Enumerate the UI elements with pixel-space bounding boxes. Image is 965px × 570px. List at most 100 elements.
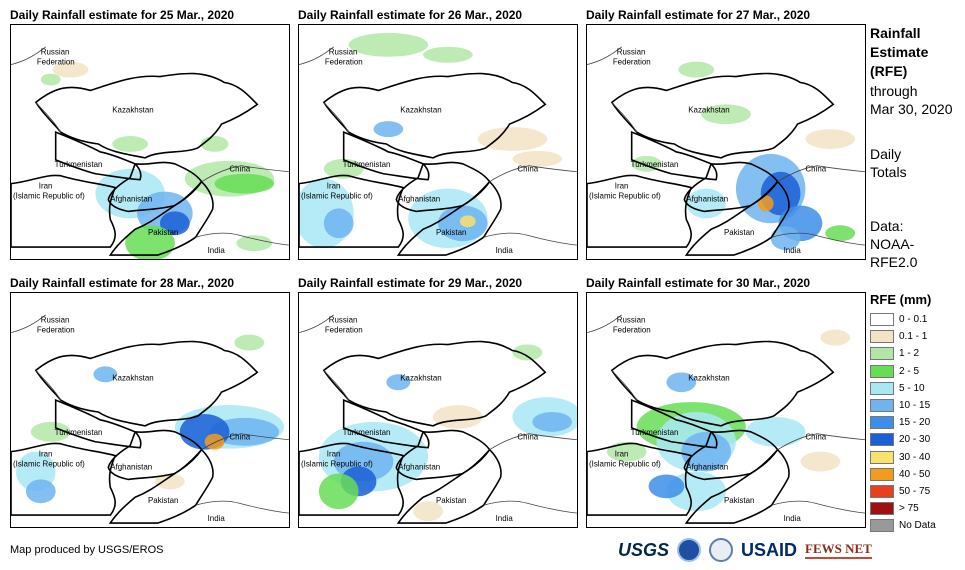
- legend-item: 10 - 15: [870, 397, 936, 414]
- country-label: Iran: [615, 450, 629, 459]
- rainfall-area: [324, 208, 354, 238]
- country-label: Pakistan: [148, 228, 178, 237]
- country-label: (Islamic Republic of): [13, 192, 85, 201]
- legend-label: > 75: [899, 503, 919, 514]
- rainfall-area: [26, 479, 56, 503]
- legend: 0 - 0.1 0.1 - 11 - 22 - 55 - 10 10 - 15 15 …: [870, 311, 936, 534]
- country-border: [484, 233, 577, 245]
- rainfall-area: [512, 345, 542, 361]
- panel-title: Daily Rainfall estimate for 30 Mar., 202…: [586, 276, 810, 290]
- rainfall-area: [41, 74, 61, 86]
- country-label: Federation: [325, 58, 363, 67]
- legend-swatch: [870, 468, 894, 481]
- legend-label: 10 - 15: [899, 400, 930, 411]
- country-label: (Islamic Republic of): [301, 192, 373, 201]
- rainfall-map: Russian Federation Kazakhstan Turkmenistan C…: [10, 24, 290, 260]
- country-label: Afghanistan: [110, 194, 152, 203]
- legend-item: 0 - 0.1: [870, 311, 936, 328]
- country-label: Afghanistan: [686, 462, 728, 471]
- noaa-logo: [677, 538, 701, 562]
- country-label: Afghanistan: [398, 462, 440, 471]
- rainfall-area: [234, 335, 264, 351]
- legend-swatch: [870, 519, 894, 532]
- country-border: [772, 501, 865, 513]
- legend-swatch: [870, 347, 894, 360]
- country-label: Russian: [617, 316, 646, 325]
- country-label: Iran: [39, 450, 53, 459]
- country-label: (Islamic Republic of): [589, 192, 661, 201]
- country-label: Pakistan: [724, 496, 754, 505]
- country-label: Russian: [41, 48, 70, 57]
- country-label: China: [805, 433, 826, 442]
- country-border: [108, 430, 201, 479]
- country-label: Iran: [327, 182, 341, 191]
- legend-label: No Data: [899, 520, 936, 531]
- rainfall-area: [319, 473, 359, 509]
- country-label: Afghanistan: [686, 194, 728, 203]
- side-data-source: Data: NOAA- RFE2.0: [870, 217, 917, 271]
- rainfall-map: Russian Federation Kazakhstan Turkmenistan C…: [10, 292, 290, 528]
- country-label: (Islamic Republic of): [13, 460, 85, 469]
- legend-label: 5 - 10: [899, 383, 925, 394]
- panel-title: Daily Rainfall estimate for 26 Mar., 202…: [298, 8, 522, 22]
- country-label: Russian: [41, 316, 70, 325]
- rainfall-area: [678, 62, 714, 78]
- side-daily-line: Daily: [870, 145, 907, 163]
- country-border: [587, 175, 691, 247]
- country-label: China: [229, 433, 250, 442]
- country-label: Iran: [615, 182, 629, 191]
- country-label: Iran: [39, 182, 53, 191]
- legend-swatch: [870, 485, 894, 498]
- panel-title: Daily Rainfall estimate for 29 Mar., 202…: [298, 276, 522, 290]
- rainfall-area: [805, 129, 855, 149]
- side-title-line: Estimate: [870, 43, 928, 62]
- country-label: Pakistan: [724, 228, 754, 237]
- map-canvas: RussianFederation Kazakhstan Turkmenistan C…: [587, 293, 865, 527]
- side-daily: Daily Totals: [870, 145, 907, 181]
- rainfall-area: [112, 136, 148, 152]
- country-label: Federation: [613, 326, 651, 335]
- panel-title: Daily Rainfall estimate for 25 Mar., 202…: [10, 8, 234, 22]
- side-title: Rainfall Estimate (RFE): [870, 24, 928, 81]
- map-canvas: RussianFederation Kazakhstan Turkmenistan C…: [299, 293, 577, 527]
- legend-title: RFE (mm): [870, 292, 931, 307]
- country-label: India: [496, 514, 514, 523]
- side-through-line: Mar 30, 2020: [870, 100, 953, 118]
- country-label: Federation: [325, 326, 363, 335]
- legend-label: 0 - 0.1: [899, 314, 927, 325]
- legend-swatch: [870, 382, 894, 395]
- legend-swatch: [870, 451, 894, 464]
- country-border: [484, 501, 577, 513]
- rainfall-area: [820, 330, 850, 346]
- rainfall-area: [800, 452, 840, 472]
- country-border: [196, 501, 289, 513]
- country-label: Kazakhstan: [688, 373, 729, 382]
- rainfall-area: [746, 417, 806, 447]
- legend-swatch: [870, 502, 894, 515]
- country-label: China: [805, 165, 826, 174]
- legend-item: 5 - 10: [870, 380, 936, 397]
- legend-swatch: [870, 399, 894, 412]
- legend-item: 15 - 20: [870, 414, 936, 431]
- rainfall-area: [423, 47, 473, 63]
- country-label: China: [517, 433, 538, 442]
- country-label: Russian: [329, 316, 358, 325]
- credit-text: Map produced by USGS/EROS: [10, 544, 163, 556]
- legend-label: 40 - 50: [899, 469, 930, 480]
- side-data-line: Data:: [870, 217, 917, 235]
- country-label: Kazakhstan: [112, 373, 153, 382]
- state-dept-logo: [709, 538, 733, 562]
- country-label: Afghanistan: [110, 462, 152, 471]
- country-label: China: [229, 165, 250, 174]
- rainfall-map: Russian Federation Kazakhstan Turkmenistan C…: [298, 24, 578, 260]
- country-label: Kazakhstan: [688, 105, 729, 114]
- country-border: [56, 400, 141, 448]
- country-label: (Islamic Republic of): [589, 460, 661, 469]
- rainfall-area: [236, 235, 272, 251]
- legend-label: 0.1 - 1: [899, 331, 927, 342]
- country-label: Kazakhstan: [400, 373, 441, 382]
- rainfall-area: [349, 33, 428, 57]
